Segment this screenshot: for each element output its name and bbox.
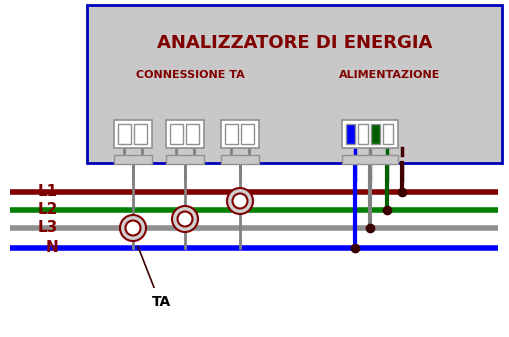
Bar [87, 5, 502, 163]
Bar [221, 155, 259, 164]
Text: ALIMENTAZIONE: ALIMENTAZIONE [340, 70, 441, 80]
Bar [225, 124, 238, 144]
Text: L2: L2 [38, 203, 58, 217]
Text: N: N [45, 241, 58, 255]
Circle shape [172, 206, 198, 232]
Circle shape [233, 193, 247, 209]
Bar [358, 124, 368, 144]
Text: L3: L3 [38, 220, 58, 236]
Bar [241, 124, 254, 144]
Bar [114, 120, 152, 148]
Text: ANALIZZATORE DI ENERGIA: ANALIZZATORE DI ENERGIA [157, 34, 432, 52]
Bar [346, 124, 355, 144]
Text: CONNESSIONE TA: CONNESSIONE TA [135, 70, 244, 80]
Text: L1: L1 [38, 184, 58, 200]
Bar [134, 124, 147, 144]
Bar [342, 155, 398, 164]
Bar [342, 120, 398, 148]
Circle shape [126, 220, 140, 236]
Bar [166, 120, 204, 148]
Bar [170, 124, 183, 144]
Bar [166, 155, 204, 164]
Bar [371, 124, 381, 144]
Bar [118, 124, 131, 144]
Bar [221, 120, 259, 148]
Circle shape [227, 188, 253, 214]
Bar [186, 124, 199, 144]
Circle shape [178, 212, 192, 226]
Circle shape [120, 215, 146, 241]
Bar [383, 124, 393, 144]
Bar [114, 155, 152, 164]
Text: TA: TA [152, 295, 172, 309]
